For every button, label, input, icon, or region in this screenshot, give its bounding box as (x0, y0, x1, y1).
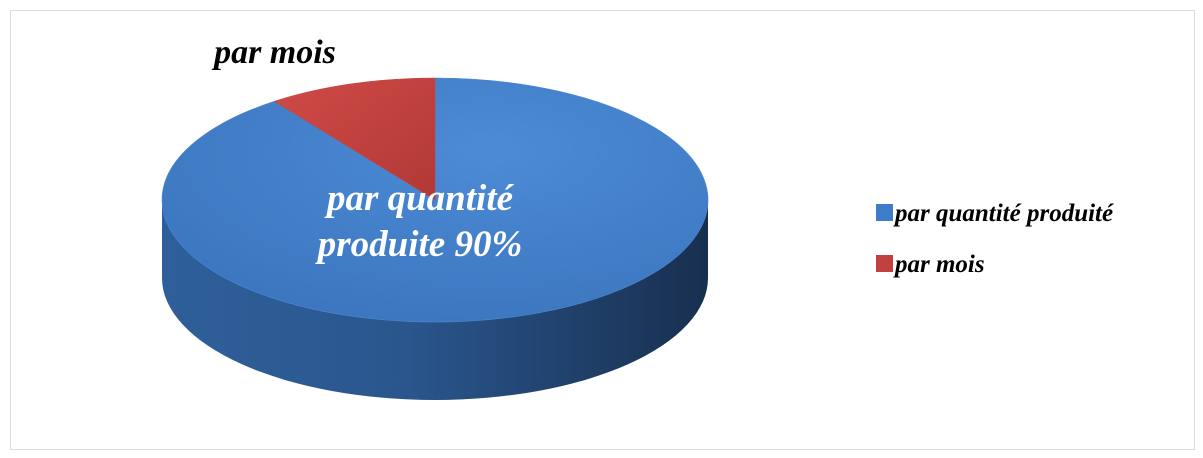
pie-side-0 (162, 200, 708, 400)
data-label-slice-0: par quantité produite 90% (315, 178, 523, 265)
legend-item[interactable]: par mois (876, 251, 985, 278)
pie-slice-1[interactable] (273, 77, 436, 201)
data-label-slice-1: par mois (211, 34, 336, 71)
legend-label: par mois (893, 251, 985, 278)
legend-item[interactable]: par quantité produité (876, 200, 1114, 227)
legend: par quantité produité par mois (876, 200, 1114, 278)
data-label-par-mois: par mois (211, 34, 336, 71)
data-label-line-2: produite 90% (315, 224, 523, 265)
data-label-line-1: par quantité (324, 178, 515, 219)
legend-swatch-blue (876, 204, 893, 221)
legend-swatch-red (876, 255, 893, 272)
legend-label: par quantité produité (893, 200, 1114, 227)
